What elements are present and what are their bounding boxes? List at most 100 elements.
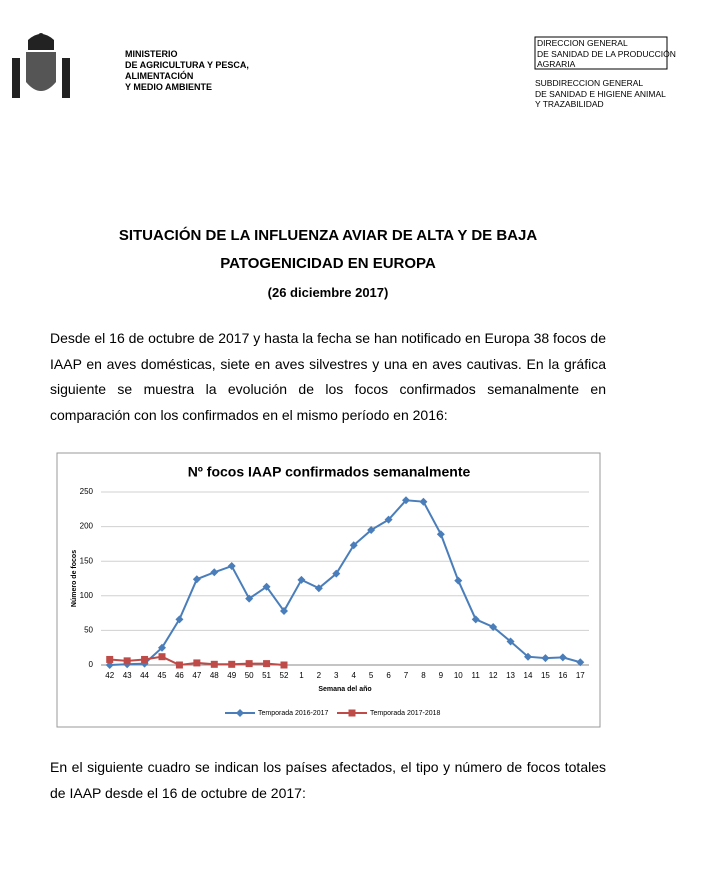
x-tick-label: 5 bbox=[369, 671, 374, 680]
header-line: MINISTERIO bbox=[125, 49, 178, 59]
x-tick-label: 49 bbox=[227, 671, 236, 680]
marker bbox=[558, 653, 567, 662]
y-tick-label: 50 bbox=[84, 626, 93, 635]
marker bbox=[210, 568, 219, 577]
marker bbox=[576, 658, 585, 667]
doc-title: PATOGENICIDAD EN EUROPA bbox=[220, 255, 436, 272]
chart-title: Nº focos IAAP confirmados semanalmente bbox=[188, 464, 471, 480]
marker bbox=[105, 661, 114, 669]
marker bbox=[236, 709, 244, 717]
marker bbox=[263, 660, 271, 668]
marker bbox=[227, 562, 236, 571]
marker bbox=[419, 497, 428, 506]
header-line: SUBDIRECCION GENERAL bbox=[535, 78, 644, 88]
marker bbox=[471, 615, 480, 624]
marker bbox=[348, 709, 356, 717]
x-tick-label: 16 bbox=[558, 671, 567, 680]
x-tick-label: 3 bbox=[334, 671, 339, 680]
paragraph: Desde el 16 de octubre de 2017 y hasta l… bbox=[50, 330, 606, 423]
marker bbox=[175, 661, 183, 669]
legend-label: Temporada 2016-2017 bbox=[258, 710, 329, 717]
marker bbox=[245, 594, 254, 603]
marker bbox=[158, 653, 166, 661]
marker bbox=[314, 584, 323, 593]
x-tick-label: 48 bbox=[210, 671, 219, 680]
series-line bbox=[109, 499, 581, 666]
marker bbox=[541, 654, 550, 663]
marker bbox=[141, 655, 149, 663]
legend-label: Temporada 2017-2018 bbox=[370, 710, 441, 717]
marker bbox=[280, 607, 288, 616]
y-tick-label: 200 bbox=[80, 522, 94, 531]
x-tick-label: 44 bbox=[140, 671, 149, 680]
marker bbox=[367, 526, 376, 535]
marker bbox=[436, 530, 445, 539]
marker bbox=[210, 660, 218, 668]
x-tick-label: 1 bbox=[299, 671, 304, 680]
y-tick-label: 100 bbox=[80, 591, 94, 600]
header-line: Y MEDIO AMBIENTE bbox=[125, 82, 213, 92]
y-tick-label: 250 bbox=[80, 487, 94, 496]
marker bbox=[332, 569, 341, 578]
doc-title: SITUACIÓN DE LA INFLUENZA AVIAR DE ALTA … bbox=[118, 227, 538, 244]
header-line: DE SANIDAD E HIGIENE ANIMAL bbox=[535, 88, 666, 99]
x-tick-label: 4 bbox=[351, 671, 356, 680]
doc-date: (26 diciembre 2017) bbox=[267, 285, 389, 300]
header-line: AGRARIA bbox=[537, 59, 576, 69]
chart-frame bbox=[56, 452, 601, 728]
x-tick-label: 6 bbox=[386, 671, 391, 680]
x-tick-label: 42 bbox=[105, 671, 114, 680]
marker bbox=[192, 575, 201, 584]
x-tick-label: 43 bbox=[123, 671, 132, 680]
marker bbox=[123, 657, 131, 665]
x-tick-label: 15 bbox=[541, 671, 550, 680]
x-tick-label: 9 bbox=[439, 671, 444, 680]
marker bbox=[524, 652, 532, 661]
x-tick-label: 13 bbox=[506, 671, 515, 680]
marker bbox=[506, 637, 515, 646]
marker bbox=[384, 515, 393, 524]
x-tick-label: 47 bbox=[192, 671, 201, 680]
header-line: Y TRAZABILIDAD bbox=[535, 99, 604, 109]
x-axis-label: Semana del año bbox=[318, 686, 371, 693]
coat-of-arms bbox=[12, 33, 70, 98]
header-line: DE SANIDAD DE LA PRODUCCIÓN bbox=[537, 48, 676, 59]
marker bbox=[245, 660, 253, 668]
x-tick-label: 8 bbox=[421, 671, 426, 680]
x-tick-label: 45 bbox=[158, 671, 167, 680]
x-tick-label: 11 bbox=[472, 671, 481, 680]
x-tick-label: 17 bbox=[576, 671, 585, 680]
x-tick-label: 12 bbox=[489, 671, 498, 680]
x-tick-label: 46 bbox=[175, 671, 184, 680]
header-box bbox=[534, 36, 668, 70]
marker bbox=[175, 615, 184, 624]
marker bbox=[489, 622, 498, 631]
x-tick-label: 2 bbox=[317, 671, 322, 680]
x-tick-label: 50 bbox=[245, 671, 254, 680]
x-tick-label: 52 bbox=[280, 671, 289, 680]
marker bbox=[297, 575, 306, 584]
y-tick-label: 0 bbox=[89, 660, 94, 669]
marker bbox=[402, 496, 410, 505]
marker bbox=[193, 659, 201, 667]
paragraph: En el siguiente cuadro se indican los pa… bbox=[50, 759, 606, 801]
direction-box: DIRECCION GENERAL DE SANIDAD DE LA PRODUC… bbox=[537, 38, 676, 70]
marker bbox=[280, 661, 288, 669]
y-tick-label: 150 bbox=[80, 556, 94, 565]
header-line: DIRECCION GENERAL bbox=[537, 38, 628, 48]
header-line: ALIMENTACIÓN bbox=[125, 71, 194, 81]
x-tick-label: 14 bbox=[524, 671, 533, 680]
x-tick-label: 10 bbox=[454, 671, 463, 680]
marker bbox=[158, 643, 166, 652]
x-tick-label: 7 bbox=[404, 671, 409, 680]
marker bbox=[106, 655, 114, 663]
x-tick-label: 51 bbox=[262, 671, 271, 680]
marker bbox=[262, 582, 271, 591]
ministry: MINISTERIO DE AGRICULTURA Y PESCA, ALIMENT… bbox=[125, 49, 249, 93]
subdirection: SUBDIRECCION GENERAL DE SANIDAD E HIGIENE… bbox=[535, 78, 666, 110]
marker bbox=[228, 660, 236, 668]
header-line: DE AGRICULTURA Y PESCA, bbox=[125, 60, 249, 70]
marker bbox=[454, 576, 463, 585]
